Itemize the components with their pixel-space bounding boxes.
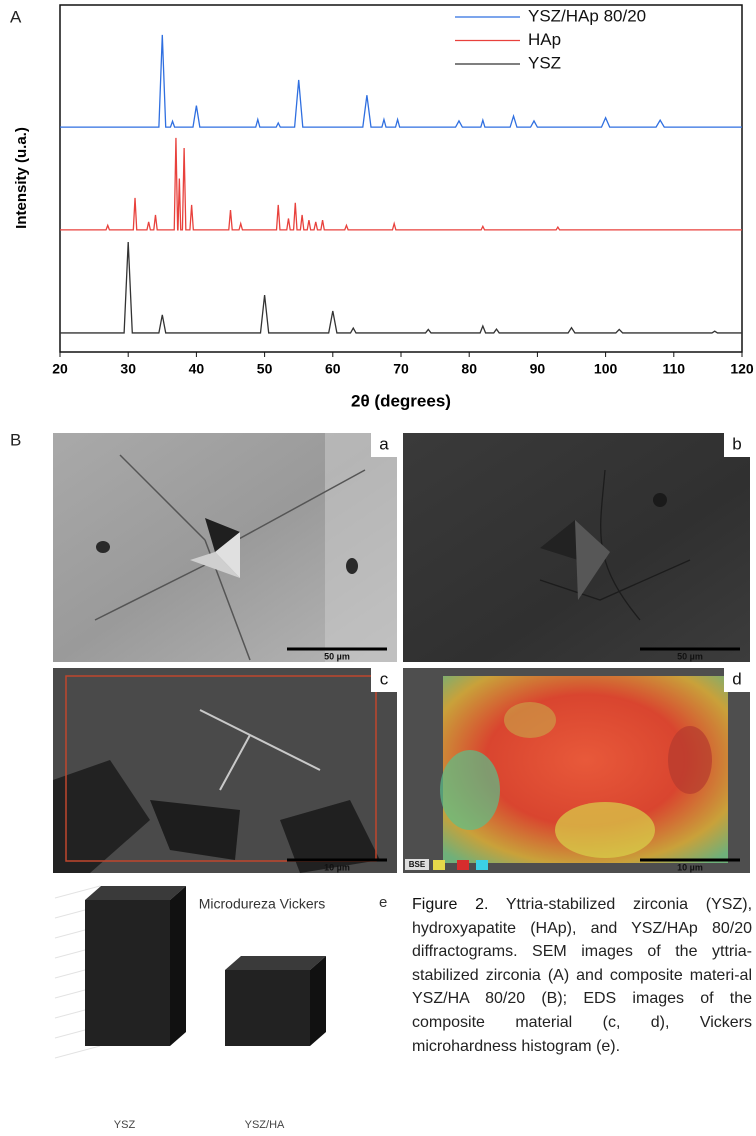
legend-label: HAp xyxy=(528,30,561,49)
image-label-box xyxy=(724,433,750,457)
x-tick-label: 70 xyxy=(393,361,409,377)
bar-chart: YSZ YSZ/HA xyxy=(54,885,326,1131)
bar-chart-title: Microdureza Vickers xyxy=(199,896,326,912)
bar-side xyxy=(170,886,186,1046)
bar xyxy=(225,970,310,1046)
x-tick-label: 50 xyxy=(257,361,273,377)
y-axis-label: Intensity (u.a.) xyxy=(13,127,30,229)
grid-line xyxy=(54,885,101,899)
caption-text: Yttria-stabilized zirconia (YSZ), hydrox… xyxy=(412,896,753,1055)
panel-label: A xyxy=(10,7,22,26)
sem-image xyxy=(53,433,397,662)
bar-top xyxy=(225,956,326,970)
x-tick-label: 110 xyxy=(663,361,686,377)
caption-label: Figure 2. xyxy=(412,896,489,913)
xrd-line xyxy=(60,241,742,334)
eds-legend-label: BSE xyxy=(409,860,426,869)
panel-label: B xyxy=(10,430,21,449)
eds-image xyxy=(403,668,750,873)
xrd-plot: 20 30 40 50 60 70 80 90 100 110 120 YSZ/HAp 80/20 HA… xyxy=(52,6,754,376)
x-tick-label: YSZ xyxy=(114,1119,136,1131)
x-axis-label: 2θ (degrees) xyxy=(351,391,451,410)
x-tick-label: 60 xyxy=(325,361,341,377)
image-label-box xyxy=(371,668,397,692)
plot-frame xyxy=(59,4,743,353)
bar xyxy=(85,900,170,1046)
xrd-line xyxy=(60,137,742,231)
x-tick-label: 100 xyxy=(594,361,618,377)
scale-bar-label: 10 µm xyxy=(324,862,350,872)
image-label: a xyxy=(379,434,389,453)
x-tick-label: 40 xyxy=(189,361,205,377)
image-label: c xyxy=(380,669,389,688)
legend-box xyxy=(405,859,429,870)
bar-side xyxy=(310,956,326,1046)
sem-image xyxy=(403,433,750,662)
scale-bar-label: 50 µm xyxy=(324,651,350,661)
image-labels: a 50 µm b 50 µm c 10 µm d 10 µm BSE xyxy=(287,433,750,872)
legend-label: YSZ xyxy=(528,53,561,72)
scale-bar-label: 10 µm xyxy=(677,862,703,872)
x-tick-label: 20 xyxy=(52,361,68,377)
sem-image xyxy=(53,668,397,873)
xrd-line xyxy=(60,34,742,128)
x-tick-label: YSZ/HA xyxy=(245,1119,285,1131)
grid-line xyxy=(54,1045,101,1059)
image-label: d xyxy=(732,669,741,688)
image-label-box xyxy=(371,433,397,457)
x-tick-label: 90 xyxy=(530,361,546,377)
caption: Figure 2. Yttria-stabilized zirconia (YS… xyxy=(412,893,752,1058)
panel-label: e xyxy=(379,894,387,911)
image-label: b xyxy=(732,434,741,453)
x-tick-label: 120 xyxy=(730,361,754,377)
legend-label: YSZ/HAp 80/20 xyxy=(528,6,646,25)
bar-top xyxy=(85,886,186,900)
image-label-box xyxy=(724,668,750,692)
x-tick-label: 30 xyxy=(120,361,136,377)
x-tick-label: 80 xyxy=(461,361,477,377)
scale-bar-label: 50 µm xyxy=(677,651,703,661)
